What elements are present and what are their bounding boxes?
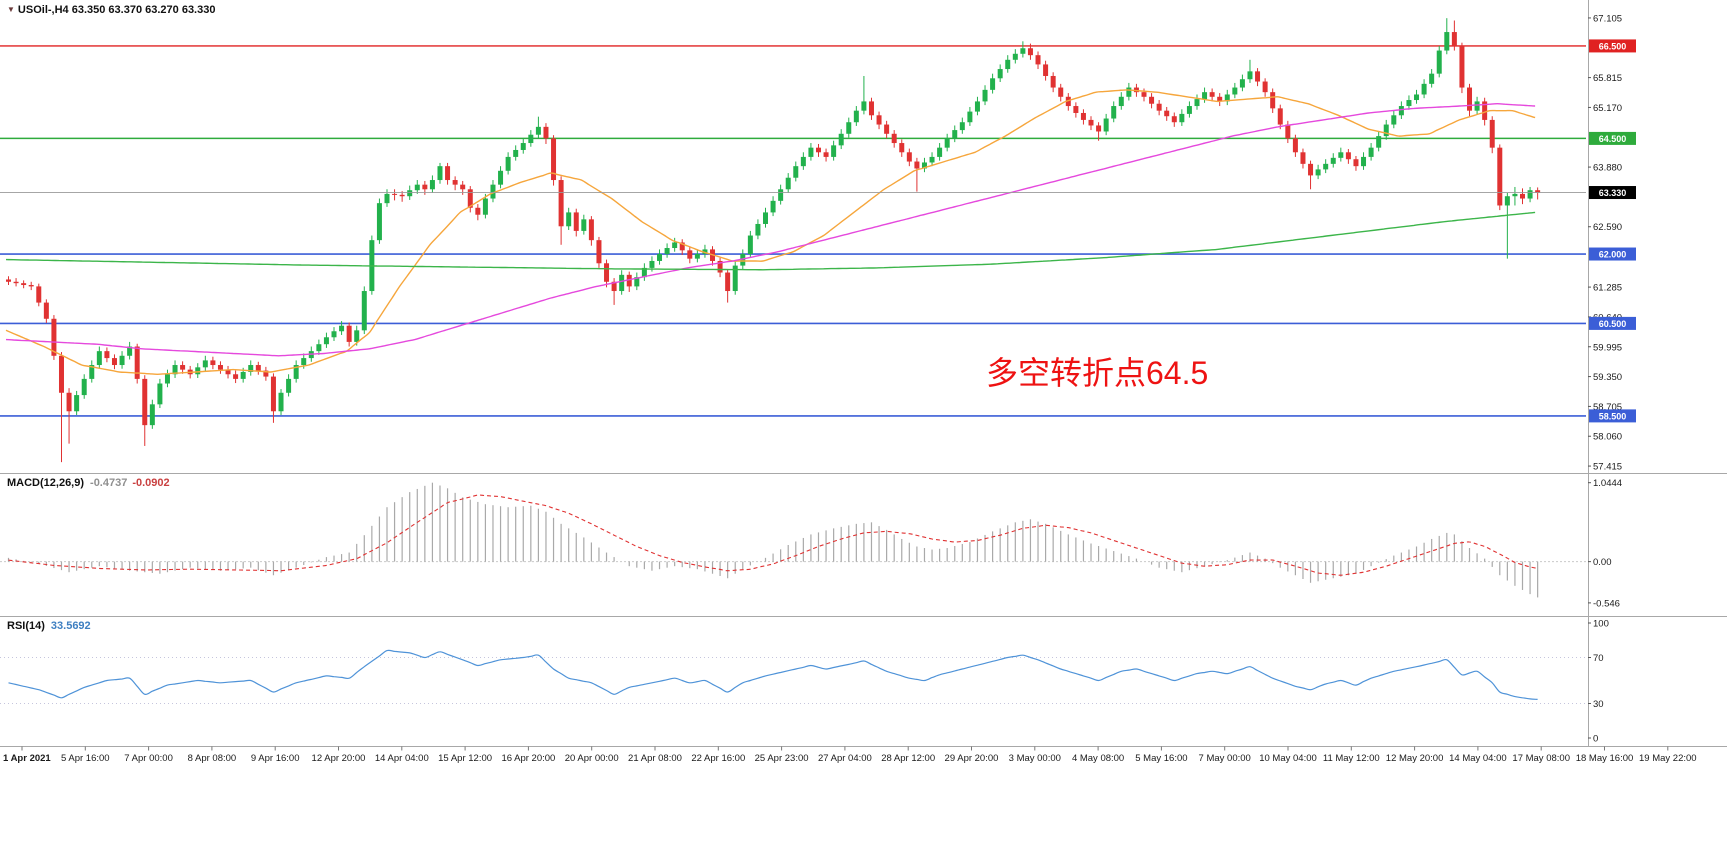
price-axis: 67.10565.81565.17063.88062.59061.28560.6… (1588, 13, 1636, 473)
macd-title: MACD(12,26,9) (7, 477, 85, 489)
svg-text:65.815: 65.815 (1593, 73, 1622, 84)
svg-text:-0.546: -0.546 (1593, 598, 1620, 609)
ma-mid (5, 102, 1536, 357)
svg-text:4 May 08:00: 4 May 08:00 (1072, 753, 1124, 764)
svg-text:27 Apr 04:00: 27 Apr 04:00 (818, 753, 872, 764)
svg-text:5 Apr 16:00: 5 Apr 16:00 (61, 753, 110, 764)
svg-text:10 May 04:00: 10 May 04:00 (1259, 753, 1317, 764)
svg-text:70: 70 (1593, 653, 1604, 664)
svg-text:12 May 20:00: 12 May 20:00 (1386, 753, 1444, 764)
svg-text:62.590: 62.590 (1593, 222, 1622, 233)
rsi-value: 33.5692 (50, 620, 91, 632)
symbol-period-label: USOil-,H4 (17, 4, 69, 16)
svg-text:100: 100 (1593, 619, 1609, 630)
svg-text:5 May 16:00: 5 May 16:00 (1135, 753, 1187, 764)
svg-text:3 May 00:00: 3 May 00:00 (1009, 753, 1061, 764)
svg-text:64.500: 64.500 (1599, 134, 1627, 144)
svg-text:1.0444: 1.0444 (1593, 478, 1622, 489)
svg-text:58.705: 58.705 (1593, 402, 1622, 413)
svg-text:18 May 16:00: 18 May 16:00 (1576, 753, 1634, 764)
macd-panel: 1.0444 0.00 -0.546 (0, 478, 1622, 609)
rsi-line (8, 649, 1538, 700)
svg-text:28 Apr 12:00: 28 Apr 12:00 (881, 753, 935, 764)
hlines-layer (0, 45, 1586, 417)
macd-indicator-label: MACD(12,26,9) -0.4737 -0.0902 (7, 477, 170, 489)
panel-separators (0, 0, 1727, 747)
svg-text:14 Apr 04:00: 14 Apr 04:00 (375, 753, 429, 764)
svg-text:9 Apr 16:00: 9 Apr 16:00 (251, 753, 300, 764)
svg-text:0.00: 0.00 (1593, 557, 1612, 568)
ma-slow (5, 211, 1536, 271)
svg-text:63.330: 63.330 (1599, 188, 1627, 198)
svg-text:1 Apr 2021: 1 Apr 2021 (3, 753, 51, 764)
svg-text:63.880: 63.880 (1593, 163, 1622, 174)
rsi-panel: 100 70 30 0 (0, 619, 1609, 745)
ma-fast (5, 89, 1536, 376)
macd-signal-value: -0.0902 (132, 477, 170, 489)
svg-text:59.350: 59.350 (1593, 372, 1622, 383)
time-axis: 1 Apr 2021 5 Apr 16:00 7 Apr 00:00 8 Apr 08… (3, 746, 1697, 764)
svg-text:15 Apr 12:00: 15 Apr 12:00 (438, 753, 492, 764)
svg-text:17 May 08:00: 17 May 08:00 (1512, 753, 1570, 764)
svg-text:57.415: 57.415 (1593, 462, 1622, 473)
svg-text:66.500: 66.500 (1599, 41, 1627, 51)
svg-text:30: 30 (1593, 699, 1604, 710)
ma-layer (5, 89, 1536, 376)
svg-text:20 Apr 00:00: 20 Apr 00:00 (565, 753, 619, 764)
svg-text:22 Apr 16:00: 22 Apr 16:00 (691, 753, 745, 764)
svg-text:14 May 04:00: 14 May 04:00 (1449, 753, 1507, 764)
svg-text:7 Apr 00:00: 7 Apr 00:00 (124, 753, 173, 764)
svg-text:7 May 00:00: 7 May 00:00 (1199, 753, 1251, 764)
svg-text:67.105: 67.105 (1593, 13, 1622, 24)
svg-text:29 Apr 20:00: 29 Apr 20:00 (945, 753, 999, 764)
svg-text:25 Apr 23:00: 25 Apr 23:00 (755, 753, 809, 764)
svg-text:65.170: 65.170 (1593, 103, 1622, 114)
rsi-indicator-label: RSI(14) 33.5692 (7, 620, 91, 632)
svg-text:8 Apr 08:00: 8 Apr 08:00 (188, 753, 237, 764)
svg-text:59.995: 59.995 (1593, 342, 1622, 353)
svg-text:60.500: 60.500 (1599, 319, 1627, 329)
annotation-text: 多空转折点64.5 (986, 355, 1209, 391)
svg-text:16 Apr 20:00: 16 Apr 20:00 (501, 753, 555, 764)
svg-text:11 May 12:00: 11 May 12:00 (1323, 753, 1380, 764)
macd-signal-line (8, 494, 1538, 576)
svg-text:21 Apr 08:00: 21 Apr 08:00 (628, 753, 682, 764)
svg-text:61.285: 61.285 (1593, 283, 1622, 294)
symbol-ohlc-line: ▼ USOil-,H4 63.350 63.370 63.270 63.330 (7, 4, 215, 16)
symbol-marker-icon: ▼ (7, 5, 15, 14)
svg-text:12 Apr 20:00: 12 Apr 20:00 (312, 753, 366, 764)
ohlc-values: 63.350 63.370 63.270 63.330 (71, 4, 216, 16)
svg-text:62.000: 62.000 (1599, 250, 1627, 260)
svg-text:58.060: 58.060 (1593, 432, 1622, 443)
macd-main-value: -0.4737 (90, 477, 128, 489)
svg-text:58.500: 58.500 (1599, 411, 1627, 421)
svg-text:0: 0 (1593, 734, 1598, 745)
candles-layer (6, 18, 1541, 463)
svg-text:19 May 22:00: 19 May 22:00 (1639, 753, 1697, 764)
rsi-title: RSI(14) (7, 620, 45, 632)
